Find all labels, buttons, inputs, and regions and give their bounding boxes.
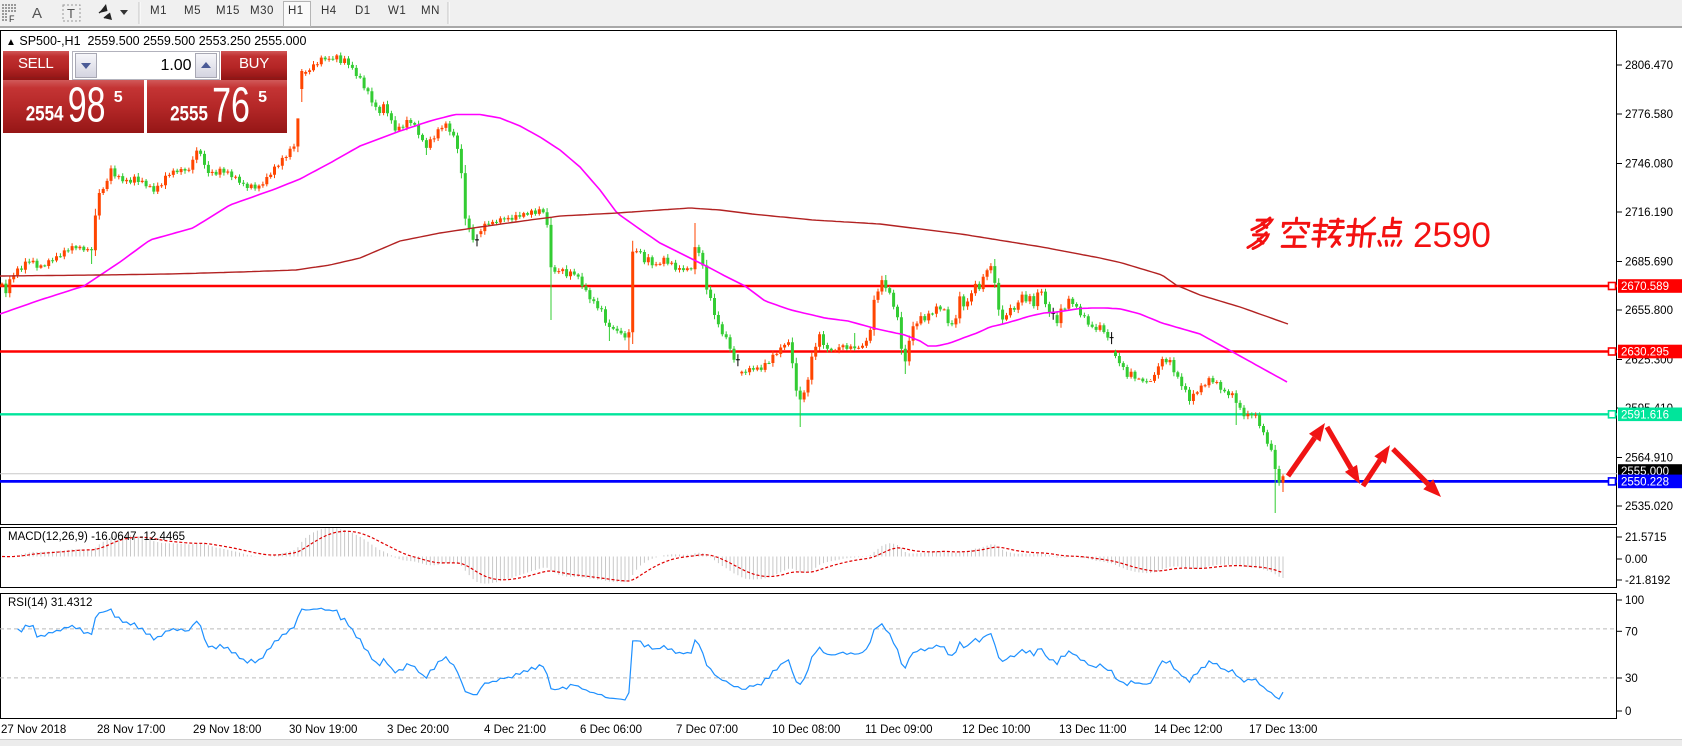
svg-text:14 Dec 12:00: 14 Dec 12:00 (1154, 724, 1222, 736)
svg-text:T: T (67, 6, 75, 21)
svg-text:2655.800: 2655.800 (1625, 305, 1673, 317)
svg-text:0.00: 0.00 (1625, 554, 1647, 566)
svg-text:27 Nov 2018: 27 Nov 2018 (1, 724, 66, 736)
svg-text:7 Dec 07:00: 7 Dec 07:00 (676, 724, 738, 736)
svg-text:3 Dec 20:00: 3 Dec 20:00 (387, 724, 449, 736)
svg-text:2746.080: 2746.080 (1625, 159, 1673, 171)
svg-text:2564.910: 2564.910 (1625, 453, 1673, 465)
svg-text:2776.580: 2776.580 (1625, 109, 1673, 121)
svg-text:100: 100 (1625, 595, 1644, 607)
svg-text:2550.228: 2550.228 (1621, 476, 1669, 488)
svg-text:2630.295: 2630.295 (1621, 347, 1669, 359)
svg-text:2685.690: 2685.690 (1625, 257, 1673, 269)
svg-text:12 Dec 10:00: 12 Dec 10:00 (962, 724, 1030, 736)
svg-text:29 Nov 18:00: 29 Nov 18:00 (193, 724, 261, 736)
svg-text:28 Nov 17:00: 28 Nov 17:00 (97, 724, 165, 736)
svg-text:0: 0 (1625, 706, 1631, 718)
svg-text:A: A (32, 5, 42, 22)
svg-text:2590: 2590 (1413, 216, 1491, 255)
svg-text:2591.616: 2591.616 (1621, 409, 1669, 421)
svg-text:2535.020: 2535.020 (1625, 501, 1673, 513)
svg-text:30: 30 (1625, 673, 1638, 685)
svg-text:2670.589: 2670.589 (1621, 281, 1669, 293)
svg-text:21.5715: 21.5715 (1625, 532, 1667, 544)
svg-text:11 Dec 09:00: 11 Dec 09:00 (865, 724, 933, 736)
svg-text:13 Dec 11:00: 13 Dec 11:00 (1059, 724, 1127, 736)
svg-text:2806.470: 2806.470 (1625, 60, 1673, 72)
svg-text:70: 70 (1625, 626, 1638, 638)
svg-text:F: F (9, 14, 15, 24)
svg-text:30 Nov 19:00: 30 Nov 19:00 (289, 724, 357, 736)
svg-text:6 Dec 06:00: 6 Dec 06:00 (580, 724, 642, 736)
svg-text:2716.190: 2716.190 (1625, 207, 1673, 219)
svg-text:10 Dec 08:00: 10 Dec 08:00 (772, 724, 840, 736)
svg-text:-21.8192: -21.8192 (1625, 575, 1670, 587)
svg-text:17 Dec 13:00: 17 Dec 13:00 (1249, 724, 1317, 736)
svg-text:4 Dec 21:00: 4 Dec 21:00 (484, 724, 546, 736)
